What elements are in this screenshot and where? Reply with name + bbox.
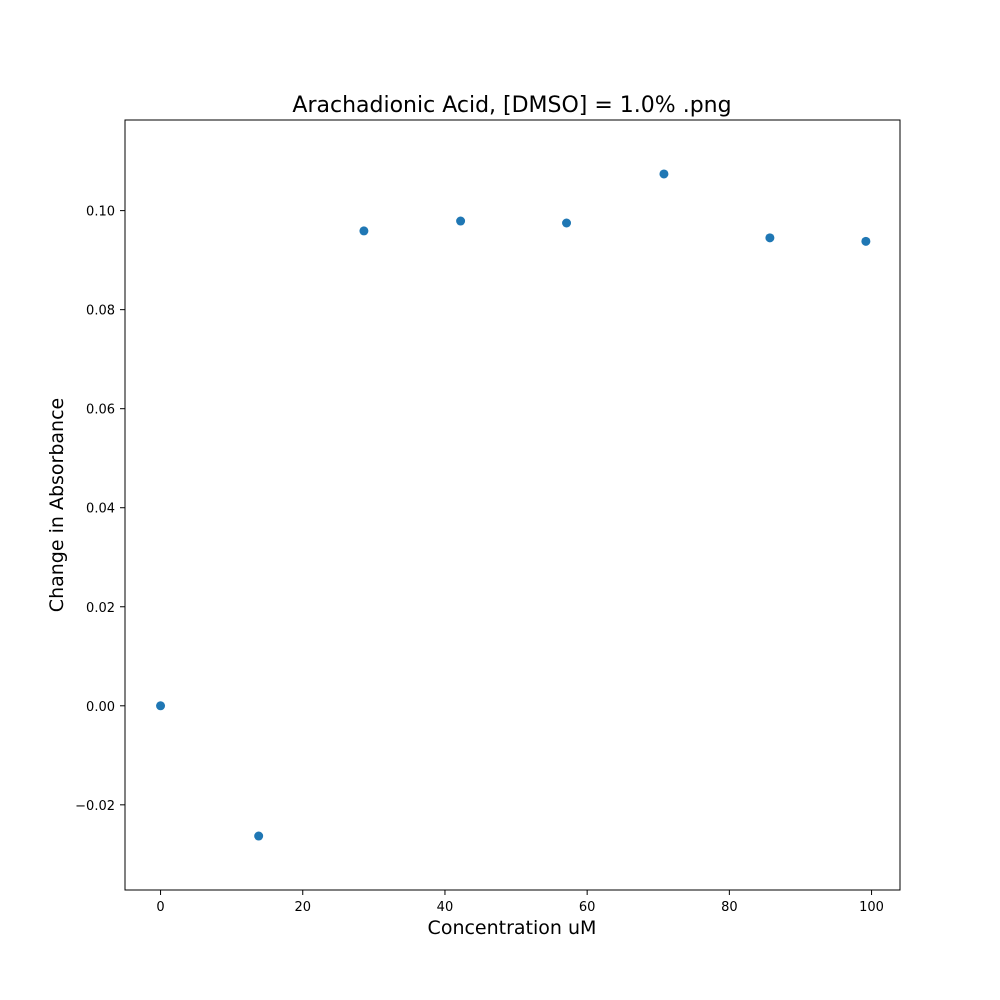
x-tick-label: 40 bbox=[437, 900, 454, 915]
data-point bbox=[254, 831, 264, 841]
plot-area-frame bbox=[124, 119, 901, 891]
data-point bbox=[659, 169, 669, 179]
x-tick-label: 20 bbox=[294, 900, 311, 915]
x-axis-label: Concentration uM bbox=[428, 917, 597, 939]
y-axis-ticks: −0.02 0.00 0.02 0.04 0.06 0.08 0.10 bbox=[75, 205, 125, 814]
x-tick-label: 60 bbox=[579, 900, 596, 915]
data-point bbox=[456, 216, 466, 226]
data-point bbox=[156, 701, 166, 711]
y-tick-label: 0.06 bbox=[86, 403, 115, 418]
y-tick-label: 0.02 bbox=[86, 601, 115, 616]
y-tick-label: 0.08 bbox=[86, 304, 115, 319]
data-point bbox=[562, 218, 572, 228]
y-tick-label: 0.00 bbox=[86, 700, 115, 715]
data-point bbox=[359, 226, 369, 236]
y-tick-label: 0.04 bbox=[86, 502, 115, 517]
x-tick-label: 80 bbox=[721, 900, 738, 915]
x-axis-ticks: 0 20 40 60 80 100 bbox=[156, 890, 884, 915]
data-point bbox=[861, 236, 871, 246]
data-point bbox=[765, 233, 775, 243]
scatter-points bbox=[156, 169, 871, 841]
y-tick-label: −0.02 bbox=[75, 799, 115, 814]
x-tick-label: 100 bbox=[859, 900, 884, 915]
y-axis-label: Change in Absorbance bbox=[46, 398, 68, 612]
y-tick-label: 0.10 bbox=[86, 205, 115, 220]
x-tick-label: 0 bbox=[156, 900, 164, 915]
chart-title: Arachadionic Acid, [DMSO] = 1.0% .png bbox=[292, 93, 731, 118]
